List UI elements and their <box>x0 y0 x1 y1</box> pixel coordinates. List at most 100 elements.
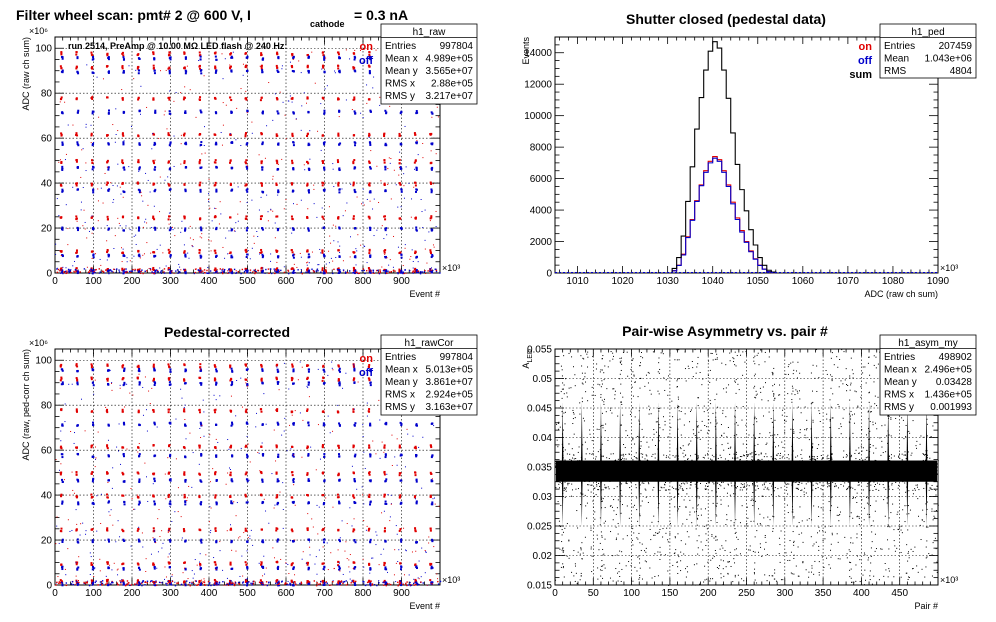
data-point-scatter <box>228 467 230 469</box>
data-point-scatter <box>96 530 98 532</box>
x-tick-label: 1030 <box>657 276 680 287</box>
data-point-scatter <box>95 457 97 459</box>
data-point-scatter <box>102 202 104 204</box>
data-point-off <box>184 142 187 145</box>
data-point-scatter <box>219 550 221 552</box>
data-point-scatter <box>325 57 327 59</box>
data-point-scatter <box>362 558 364 560</box>
data-point-scatter <box>347 583 349 585</box>
data-point-on <box>322 472 325 475</box>
data-point-pedestal <box>419 272 422 275</box>
data-point-off <box>277 581 280 584</box>
data-point-pedestal <box>351 580 353 582</box>
data-point-off <box>61 227 64 230</box>
data-point-off <box>92 226 95 229</box>
data-point-scatter <box>149 191 151 193</box>
data-point-off <box>369 384 372 387</box>
data-point-scatter <box>198 463 200 465</box>
data-point-off <box>261 565 264 568</box>
data-point-on <box>383 530 386 533</box>
data-point-scatter <box>113 248 115 250</box>
data-point-scatter <box>159 211 161 213</box>
data-point-pedestal <box>439 272 441 274</box>
data-point-off <box>137 584 140 587</box>
data-point-scatter <box>321 68 323 70</box>
data-point-scatter <box>320 103 322 105</box>
data-point-on <box>337 379 340 382</box>
data-point-on <box>337 564 340 567</box>
data-point-scatter <box>415 498 417 500</box>
data-point-off <box>277 501 280 504</box>
data-point-scatter <box>417 577 419 579</box>
data-point-on <box>383 493 386 496</box>
data-point-scatter <box>317 130 319 132</box>
data-point-on <box>59 65 62 68</box>
data-point-scatter <box>227 439 229 441</box>
data-point-off <box>122 384 125 387</box>
data-point-on <box>152 410 155 413</box>
data-point-scatter <box>189 237 191 239</box>
data-point-pedestal <box>435 269 438 272</box>
data-point-off <box>91 541 94 544</box>
data-point-on <box>259 408 262 411</box>
data-point-off <box>399 166 402 169</box>
data-point-on <box>230 409 233 412</box>
data-point-scatter <box>406 428 408 430</box>
data-point-scatter <box>180 163 182 165</box>
data-point-on <box>122 446 125 449</box>
data-point-scatter <box>160 582 162 584</box>
data-point-pedestal <box>88 272 90 275</box>
y-tick-label: 0 <box>46 581 52 592</box>
stats-row-label: RMS y <box>385 402 415 413</box>
data-point-off <box>169 539 172 542</box>
data-point-scatter <box>130 125 132 127</box>
data-point-off <box>61 226 64 229</box>
data-point-pedestal <box>97 584 99 586</box>
data-point-off <box>61 456 64 459</box>
data-point-on <box>291 54 294 57</box>
data-point-on <box>167 183 170 186</box>
x-tick-label: 900 <box>393 588 410 599</box>
data-point-on <box>259 471 262 474</box>
series-line-on <box>555 156 938 274</box>
data-point-off <box>199 256 202 259</box>
data-point-off <box>308 191 311 194</box>
data-point-scatter <box>317 533 319 535</box>
data-point-scatter <box>183 244 185 246</box>
data-point-off <box>261 423 264 426</box>
stats-row-label: Mean y <box>385 377 418 388</box>
data-point-scatter <box>133 235 135 237</box>
data-point-scatter <box>286 450 288 452</box>
data-point-on <box>291 135 294 138</box>
data-point-scatter <box>360 244 362 246</box>
data-point-on <box>137 161 140 164</box>
data-point-scatter <box>230 395 232 397</box>
x-tick-label: 400 <box>201 588 218 599</box>
data-point-on <box>167 411 170 414</box>
data-point-scatter <box>271 473 273 475</box>
data-point-pedestal <box>161 581 163 584</box>
data-point-off <box>276 478 279 481</box>
data-point-scatter <box>165 498 167 500</box>
data-point-on <box>90 363 93 366</box>
x-tick-label: 300 <box>162 276 179 287</box>
data-point-off <box>384 422 387 425</box>
chart-title-suffix: = 0.3 nA <box>354 7 408 23</box>
data-point-off <box>323 141 326 144</box>
data-point-off <box>184 188 187 191</box>
data-point-pedestal <box>157 271 159 273</box>
data-point-off <box>76 143 79 146</box>
data-point-off <box>353 188 356 191</box>
data-point-off <box>200 369 203 372</box>
data-point-pedestal <box>325 272 328 274</box>
data-point-on <box>244 97 247 100</box>
data-point-off <box>107 166 110 169</box>
data-point-on <box>183 363 186 366</box>
data-point-scatter <box>307 70 309 72</box>
stats-row-value: 2.924e+05 <box>425 390 473 401</box>
data-point-pedestal <box>373 272 375 274</box>
data-point-scatter <box>362 188 364 190</box>
data-point-scatter <box>122 196 124 198</box>
data-point-scatter <box>315 556 317 558</box>
data-point-off <box>353 381 356 384</box>
